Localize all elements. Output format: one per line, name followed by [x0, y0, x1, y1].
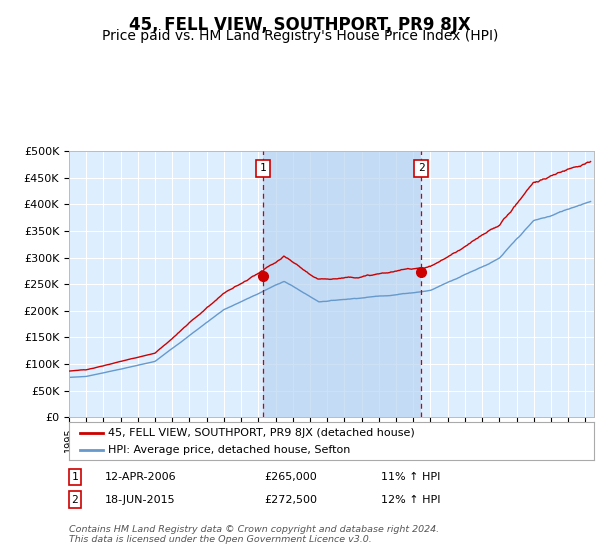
Text: 45, FELL VIEW, SOUTHPORT, PR9 8JX (detached house): 45, FELL VIEW, SOUTHPORT, PR9 8JX (detac…	[109, 427, 415, 437]
Text: 2: 2	[71, 494, 79, 505]
Text: Contains HM Land Registry data © Crown copyright and database right 2024.
This d: Contains HM Land Registry data © Crown c…	[69, 525, 439, 544]
Bar	[263, 151, 421, 417]
Text: 2: 2	[418, 163, 425, 173]
Text: 12% ↑ HPI: 12% ↑ HPI	[381, 494, 440, 505]
Text: 18-JUN-2015: 18-JUN-2015	[105, 494, 176, 505]
Text: 1: 1	[71, 472, 79, 482]
Text: HPI: Average price, detached house, Sefton: HPI: Average price, detached house, Seft…	[109, 445, 351, 455]
Text: £265,000: £265,000	[264, 472, 317, 482]
Text: 12-APR-2006: 12-APR-2006	[105, 472, 176, 482]
Text: 45, FELL VIEW, SOUTHPORT, PR9 8JX: 45, FELL VIEW, SOUTHPORT, PR9 8JX	[129, 16, 471, 34]
Text: 1: 1	[260, 163, 266, 173]
Text: Price paid vs. HM Land Registry's House Price Index (HPI): Price paid vs. HM Land Registry's House …	[102, 29, 498, 43]
Text: £272,500: £272,500	[264, 494, 317, 505]
Text: 11% ↑ HPI: 11% ↑ HPI	[381, 472, 440, 482]
